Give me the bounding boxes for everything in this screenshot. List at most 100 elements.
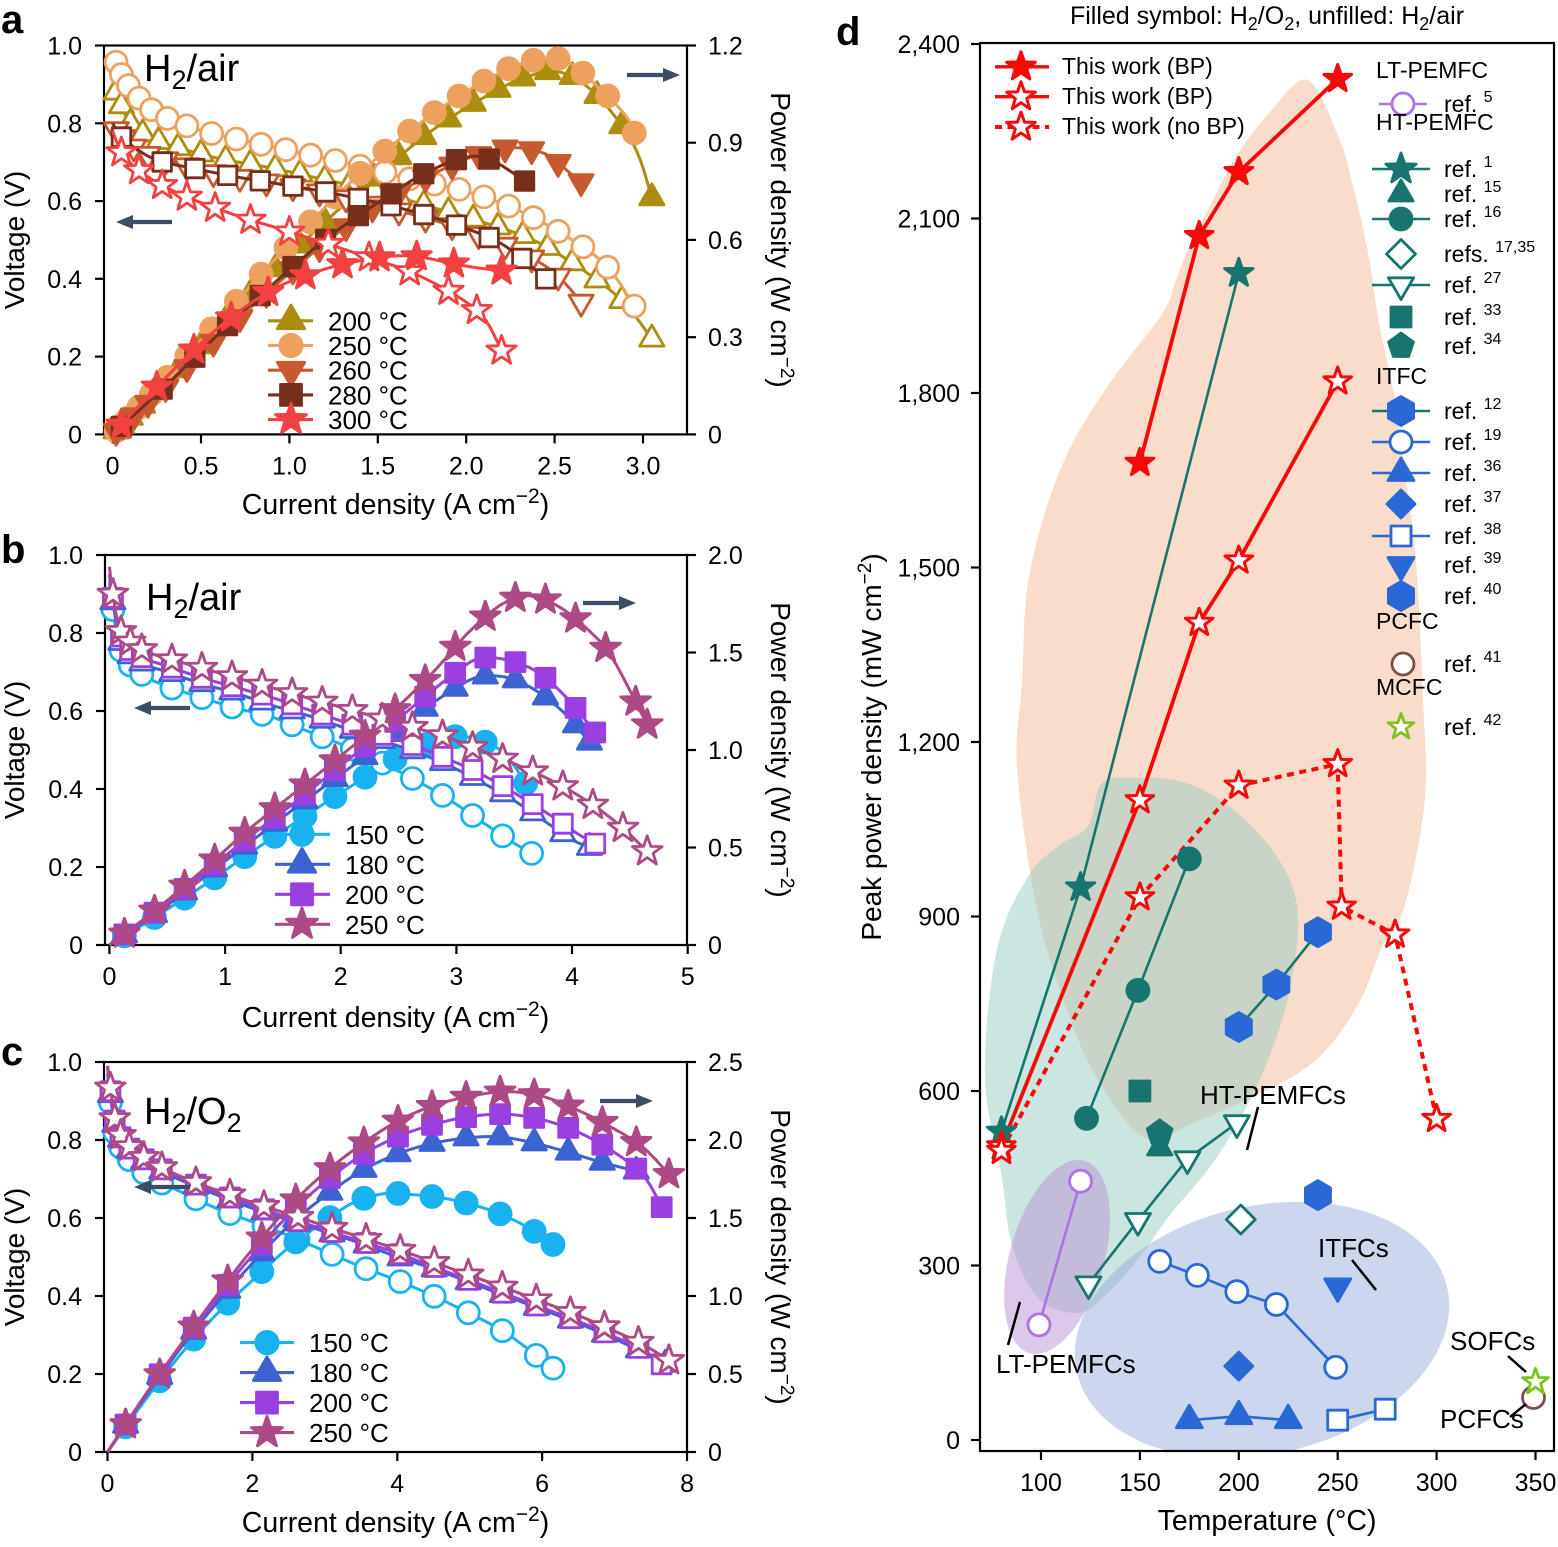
svg-text:200 °C: 200 °C xyxy=(345,880,425,910)
svg-text:ref. 12: ref. 12 xyxy=(1444,396,1502,424)
svg-text:0.4: 0.4 xyxy=(48,776,83,804)
svg-text:LT-PEMFCs: LT-PEMFCs xyxy=(996,1349,1136,1379)
svg-text:ITFCs: ITFCs xyxy=(1318,1233,1389,1263)
svg-text:2,100: 2,100 xyxy=(897,205,960,233)
svg-text:Power density (W cm−2​): Power density (W cm−2​) xyxy=(765,92,797,388)
svg-text:ref. 33: ref. 33 xyxy=(1444,302,1502,330)
svg-text:2.0: 2.0 xyxy=(708,542,743,570)
svg-text:Current density (A cm−2​): Current density (A cm−2​) xyxy=(242,998,549,1034)
svg-text:1.0: 1.0 xyxy=(48,542,83,570)
svg-text:0.8: 0.8 xyxy=(47,110,82,138)
svg-text:1,800: 1,800 xyxy=(897,380,960,408)
svg-text:This work (no BP): This work (no BP) xyxy=(1062,113,1245,139)
svg-text:Filled symbol: H2​/O2​, unfill: Filled symbol: H2​/O2​, unfilled: H2​/ai… xyxy=(1070,2,1464,34)
svg-text:1.0: 1.0 xyxy=(47,33,82,61)
svg-text:250 °C: 250 °C xyxy=(345,910,425,940)
svg-text:250 °C: 250 °C xyxy=(328,331,408,361)
svg-text:0: 0 xyxy=(946,1427,960,1455)
svg-text:200 °C: 200 °C xyxy=(328,306,408,336)
svg-text:150: 150 xyxy=(1119,1469,1161,1497)
svg-text:4: 4 xyxy=(565,963,579,991)
svg-text:100: 100 xyxy=(1020,1469,1062,1497)
svg-text:0.4: 0.4 xyxy=(47,1283,82,1311)
svg-text:0.9: 0.9 xyxy=(708,130,743,158)
svg-text:150 °C: 150 °C xyxy=(345,820,425,850)
svg-text:HT-PEMFC: HT-PEMFC xyxy=(1376,109,1494,135)
svg-text:2.5: 2.5 xyxy=(708,1049,743,1077)
svg-text:This work (BP): This work (BP) xyxy=(1062,53,1213,79)
svg-text:250 °C: 250 °C xyxy=(309,1418,389,1448)
svg-text:200 °C: 200 °C xyxy=(309,1388,389,1418)
svg-text:0.5: 0.5 xyxy=(184,452,219,480)
svg-text:0.5: 0.5 xyxy=(708,1361,743,1389)
svg-text:H2​/air: H2​/air xyxy=(144,48,240,95)
svg-text:PCFCs: PCFCs xyxy=(1440,1404,1524,1434)
svg-text:Power density (W cm−2​): Power density (W cm−2​) xyxy=(765,1109,797,1405)
svg-text:180 °C: 180 °C xyxy=(309,1358,389,1388)
svg-text:MCFC: MCFC xyxy=(1376,674,1442,700)
svg-text:2: 2 xyxy=(245,1470,259,1498)
svg-text:H2​/air: H2​/air xyxy=(146,577,242,624)
svg-text:1.5: 1.5 xyxy=(708,640,743,668)
svg-text:6: 6 xyxy=(535,1470,549,1498)
svg-text:HT-PEMFCs: HT-PEMFCs xyxy=(1200,1080,1346,1110)
svg-text:1.5: 1.5 xyxy=(360,452,395,480)
svg-text:H2​/O2​: H2​/O2​ xyxy=(144,1091,242,1138)
svg-text:280 °C: 280 °C xyxy=(328,380,408,410)
svg-text:c: c xyxy=(1,1030,23,1074)
svg-text:Voltage (V): Voltage (V) xyxy=(0,1188,30,1327)
svg-text:2.0: 2.0 xyxy=(449,452,484,480)
svg-text:0.2: 0.2 xyxy=(47,344,82,372)
svg-text:0: 0 xyxy=(106,452,120,480)
svg-text:0: 0 xyxy=(708,421,722,449)
svg-text:3.0: 3.0 xyxy=(626,452,661,480)
svg-text:260 °C: 260 °C xyxy=(328,356,408,386)
svg-text:0.6: 0.6 xyxy=(708,227,743,255)
svg-text:Current density (A cm−2​): Current density (A cm−2​) xyxy=(242,1503,549,1539)
svg-text:b: b xyxy=(1,528,25,572)
svg-text:600: 600 xyxy=(918,1078,960,1106)
svg-text:1.0: 1.0 xyxy=(708,737,743,765)
svg-text:1: 1 xyxy=(218,963,232,991)
svg-text:350: 350 xyxy=(1515,1469,1557,1497)
svg-text:0: 0 xyxy=(708,932,722,960)
svg-text:2,400: 2,400 xyxy=(897,31,960,59)
svg-text:1.0: 1.0 xyxy=(47,1049,82,1077)
svg-text:1,500: 1,500 xyxy=(897,554,960,582)
svg-text:0: 0 xyxy=(68,421,82,449)
svg-text:0.2: 0.2 xyxy=(47,1361,82,1389)
svg-text:1.5: 1.5 xyxy=(708,1205,743,1233)
svg-text:250: 250 xyxy=(1317,1469,1359,1497)
svg-text:2.5: 2.5 xyxy=(537,452,572,480)
svg-text:0.8: 0.8 xyxy=(47,1127,82,1155)
svg-text:ref. 15: ref. 15 xyxy=(1444,179,1502,207)
svg-text:300 °C: 300 °C xyxy=(328,405,408,435)
svg-text:PCFC: PCFC xyxy=(1376,608,1439,634)
svg-text:0.6: 0.6 xyxy=(47,1205,82,1233)
svg-text:0.6: 0.6 xyxy=(48,698,83,726)
svg-text:4: 4 xyxy=(390,1470,404,1498)
svg-text:0.2: 0.2 xyxy=(48,854,83,882)
svg-text:1,200: 1,200 xyxy=(897,729,960,757)
svg-text:d: d xyxy=(836,10,860,54)
svg-text:180 °C: 180 °C xyxy=(345,850,425,880)
svg-text:Current density (A cm−2​): Current density (A cm−2​) xyxy=(242,485,549,521)
svg-text:8: 8 xyxy=(680,1470,694,1498)
svg-text:0.3: 0.3 xyxy=(708,324,743,352)
svg-text:0.5: 0.5 xyxy=(708,835,743,863)
svg-text:a: a xyxy=(1,0,24,42)
svg-text:0.4: 0.4 xyxy=(47,266,82,294)
svg-text:1.0: 1.0 xyxy=(708,1283,743,1311)
svg-text:0: 0 xyxy=(102,963,116,991)
svg-text:0: 0 xyxy=(68,1439,82,1467)
svg-text:0.6: 0.6 xyxy=(47,188,82,216)
svg-text:200: 200 xyxy=(1218,1469,1260,1497)
svg-text:2: 2 xyxy=(334,963,348,991)
svg-text:0: 0 xyxy=(101,1470,115,1498)
svg-text:Voltage (V): Voltage (V) xyxy=(0,171,30,310)
svg-text:1.2: 1.2 xyxy=(708,33,743,61)
svg-text:0.8: 0.8 xyxy=(48,620,83,648)
svg-text:300: 300 xyxy=(918,1252,960,1280)
svg-text:0: 0 xyxy=(708,1439,722,1467)
svg-text:5: 5 xyxy=(681,963,695,991)
